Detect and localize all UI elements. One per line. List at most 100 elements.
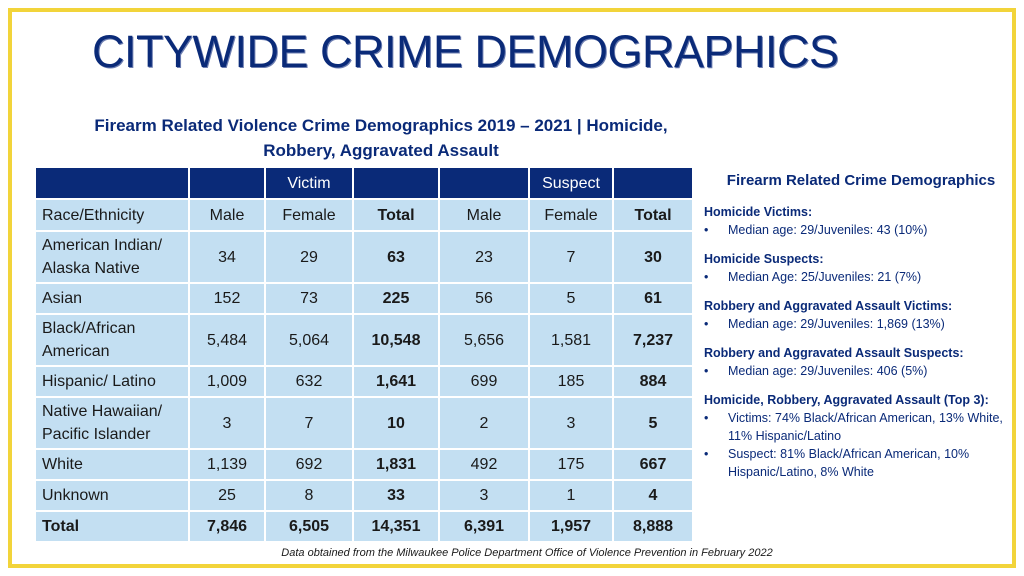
cell-victim-total: 225 [352,282,440,315]
cell-suspect-total: 667 [612,448,694,481]
column-header-suspect-male: Male [438,198,530,232]
cell-suspect-male: 56 [438,282,530,315]
row-label: Hispanic/ Latino [34,365,190,398]
cell-suspect-total: 5 [612,396,694,450]
bullet-icon: • [704,411,709,425]
cell-suspect-female: 185 [528,365,614,398]
row-label: White [34,448,190,481]
column-header-suspect-total: Total [612,198,694,232]
row-label-line-1: Native Hawaiian/ [42,403,163,420]
cell-suspect-female: 175 [528,448,614,481]
bullet-text: Median age: 29/Juveniles: 1,869 (13%) [728,317,945,331]
section-homicide-victims: Homicide Victims: • Median age: 29/Juveni… [704,204,1014,239]
cell-victim-female: 29 [264,230,354,284]
total-row: Total 7,846 6,505 14,351 6,391 1,957 8,8… [34,510,694,543]
cell-victim-total: 33 [352,479,440,512]
cell-suspect-total: 884 [612,365,694,398]
bullet-text: Victims: 74% Black/African American, 13%… [728,411,1003,443]
bullet-item: • Victims: 74% Black/African American, 13… [704,409,1014,445]
bullet-item: • Suspect: 81% Black/African American, 10… [704,445,1014,481]
section-heading: Homicide Suspects: [704,252,824,266]
cell-victim-male: 1,139 [188,448,266,481]
summary-panel: Firearm Related Crime Demographics Homic… [698,172,1014,493]
cell-victim-male: 5,484 [188,313,266,367]
bullet-text: Suspect: 81% Black/African American, 10%… [728,447,970,479]
section-top-three: Homicide, Robbery, Aggravated Assault (T… [704,392,1014,481]
group-header-suspect-blank-2 [612,166,694,200]
table-row: White 1,139 692 1,831 492 175 667 [34,448,694,481]
row-label: American Indian/Alaska Native [34,230,190,284]
cell-suspect-female: 7 [528,230,614,284]
section-heading: Homicide, Robbery, Aggravated Assault (T… [704,393,989,407]
section-heading: Robbery and Aggravated Assault Suspects: [704,346,964,360]
cell-suspect-total: 61 [612,282,694,315]
cell-victim-total: 1,641 [352,365,440,398]
table-row: American Indian/Alaska Native 34 29 63 2… [34,230,694,284]
bullet-text: Median Age: 25/Juveniles: 21 (7%) [728,270,922,284]
cell-victim-female: 73 [264,282,354,315]
bullet-item: • Median age: 29/Juveniles: 406 (5%) [704,362,1014,380]
section-robbery-suspects: Robbery and Aggravated Assault Suspects:… [704,345,1014,380]
section-robbery-victims: Robbery and Aggravated Assault Victims: … [704,298,1014,333]
cell-victim-female: 692 [264,448,354,481]
group-header-row: Victim Suspect [34,166,694,200]
table-row: Asian 152 73 225 56 5 61 [34,282,694,315]
group-header-empty [34,166,190,200]
total-victim-male: 7,846 [188,510,266,543]
cell-victim-female: 8 [264,479,354,512]
group-header-victim-blank-2 [352,166,440,200]
cell-suspect-male: 492 [438,448,530,481]
cell-victim-male: 25 [188,479,266,512]
bullet-icon: • [704,270,709,284]
group-header-victim-blank [188,166,266,200]
cell-suspect-total: 4 [612,479,694,512]
column-header-victim-female: Female [264,198,354,232]
bullet-icon: • [704,447,709,461]
bullet-icon: • [704,223,709,237]
panel-title: Firearm Related Crime Demographics [726,172,996,189]
bullet-list: • Median age: 29/Juveniles: 406 (5%) [704,362,1014,380]
bullet-icon: • [704,317,709,331]
cell-suspect-male: 5,656 [438,313,530,367]
demographics-table: Victim Suspect Race/Ethnicity Male Femal… [34,166,694,543]
subtitle-line-2: Robbery, Aggravated Assault [263,141,499,160]
column-header-race: Race/Ethnicity [34,198,190,232]
column-header-suspect-female: Female [528,198,614,232]
section-heading: Robbery and Aggravated Assault Victims: [704,299,953,313]
total-row-label: Total [34,510,190,543]
table-subtitle: Firearm Related Violence Crime Demograph… [44,113,718,163]
cell-victim-male: 152 [188,282,266,315]
cell-suspect-female: 3 [528,396,614,450]
table-row: Native Hawaiian/Pacific Islander 3 7 10 … [34,396,694,450]
table-row: Black/African American 5,484 5,064 10,548… [34,313,694,367]
cell-suspect-total: 7,237 [612,313,694,367]
row-label-line-2: Pacific Islander [42,426,151,443]
bullet-icon: • [704,364,709,378]
row-label: Black/African American [34,313,190,367]
row-label-line-1: American Indian/ [42,237,163,254]
bullet-text: Median age: 29/Juveniles: 43 (10%) [728,223,928,237]
group-header-suspect-blank [438,166,530,200]
group-header-suspect: Suspect [528,166,614,200]
column-header-row: Race/Ethnicity Male Female Total Male Fe… [34,198,694,232]
page-title: CITYWIDE CRIME DEMOGRAPHICS [92,26,839,77]
bullet-list: • Median Age: 25/Juveniles: 21 (7%) [704,268,1014,286]
cell-victim-total: 1,831 [352,448,440,481]
row-label-line-2: American [42,343,110,360]
cell-victim-male: 1,009 [188,365,266,398]
cell-victim-female: 7 [264,396,354,450]
table-row: Unknown 25 8 33 3 1 4 [34,479,694,512]
bullet-item: • Median Age: 25/Juveniles: 21 (7%) [704,268,1014,286]
row-label-line-2: Alaska Native [42,260,140,277]
bullet-list: • Median age: 29/Juveniles: 43 (10%) [704,221,1014,239]
bullet-text: Median age: 29/Juveniles: 406 (5%) [728,364,928,378]
cell-suspect-male: 3 [438,479,530,512]
section-heading: Homicide Victims: [704,205,813,219]
row-label-line-1: Black/African [42,320,136,337]
cell-suspect-total: 30 [612,230,694,284]
bullet-list: • Median age: 29/Juveniles: 1,869 (13%) [704,315,1014,333]
cell-suspect-female: 1 [528,479,614,512]
cell-victim-male: 34 [188,230,266,284]
total-victim-total: 14,351 [352,510,440,543]
total-victim-female: 6,505 [264,510,354,543]
